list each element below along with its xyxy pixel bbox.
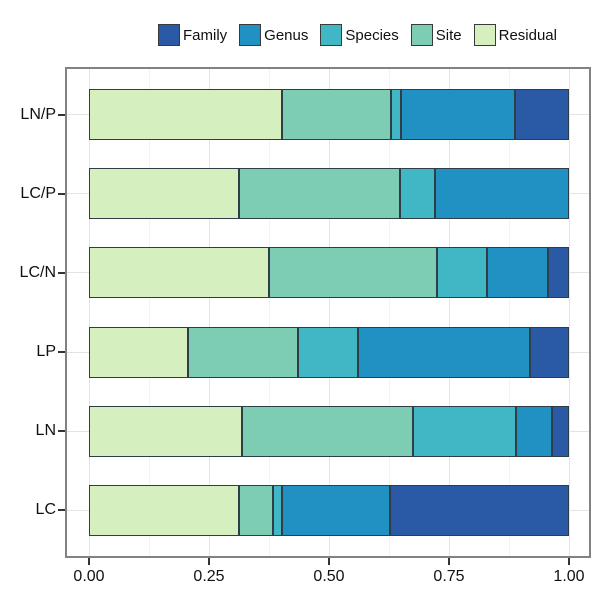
bar-segment-family — [548, 247, 569, 299]
gridline-minor — [148, 67, 150, 558]
bar-segment-site — [239, 168, 401, 220]
gridline-major — [448, 67, 450, 558]
legend-swatch-genus-icon — [239, 24, 262, 46]
y-axis-tick — [58, 430, 65, 433]
y-axis-label: LN — [35, 422, 56, 440]
bar-segment-species — [412, 405, 517, 457]
y-axis-tick — [58, 509, 65, 512]
y-axis-label: LN/P — [20, 105, 56, 123]
bar-segment-residual — [89, 484, 240, 536]
gridline-major — [568, 67, 570, 558]
legend: Family Genus Species Site Residual — [158, 22, 557, 48]
gridline-minor — [268, 67, 270, 558]
legend-swatch-species-icon — [320, 24, 343, 46]
legend-item-genus: Genus — [239, 24, 308, 46]
y-axis-tick — [58, 271, 65, 274]
y-axis-label: LC — [35, 501, 56, 519]
plot-panel — [65, 67, 591, 558]
x-axis-label: 0.75 — [433, 568, 465, 585]
legend-item-site: Site — [410, 24, 462, 46]
y-axis-tick — [58, 192, 65, 195]
bar-segment-site — [282, 89, 391, 141]
bar-segment-residual — [89, 168, 240, 220]
bar-segment-family — [551, 405, 569, 457]
y-axis-label: LP — [36, 343, 56, 361]
x-axis-label: 1.00 — [553, 568, 585, 585]
x-axis-tick — [208, 558, 210, 565]
legend-swatch-site-icon — [410, 24, 433, 46]
bar-segment-genus — [401, 89, 515, 141]
bar-segment-genus — [434, 168, 569, 220]
bar-segment-residual — [89, 326, 189, 378]
bar-segment-family — [530, 326, 569, 378]
x-axis-tick — [328, 558, 330, 565]
legend-swatch-family-icon — [158, 24, 180, 46]
bar-segment-residual — [89, 247, 269, 299]
legend-label: Site — [435, 26, 462, 44]
y-axis-label: LC/N — [19, 263, 56, 281]
x-axis-label: 0.50 — [313, 568, 345, 585]
y-axis-tick — [58, 351, 65, 354]
bar-segment-genus — [486, 247, 549, 299]
y-axis-tick — [58, 113, 65, 116]
bar-segment-site — [242, 405, 413, 457]
legend-label: Genus — [264, 26, 309, 44]
bar-segment-family — [514, 89, 569, 141]
bar-segment-species — [436, 247, 487, 299]
bar-segment-species — [297, 326, 358, 378]
legend-item-family: Family — [158, 24, 227, 46]
gridline-major — [208, 67, 210, 558]
bar-segment-site — [188, 326, 298, 378]
legend-label: Residual — [498, 26, 557, 44]
bar-segment-genus — [516, 405, 552, 457]
y-axis-label: LC/P — [20, 184, 56, 202]
legend-item-species: Species — [320, 24, 399, 46]
bar-segment-species — [400, 168, 435, 220]
gridline-major — [88, 67, 90, 558]
x-axis-tick — [448, 558, 450, 565]
bar-segment-residual — [89, 405, 243, 457]
bar-segment-genus — [282, 484, 390, 536]
gridline-minor — [388, 67, 390, 558]
bar-segment-genus — [357, 326, 531, 378]
gridline-major — [328, 67, 330, 558]
x-axis-tick — [568, 558, 570, 565]
x-axis-label: 0.25 — [193, 568, 225, 585]
legend-label: Family — [183, 26, 228, 44]
x-axis-tick — [88, 558, 90, 565]
legend-item-residual: Residual — [473, 24, 557, 46]
bar-segment-species — [273, 484, 283, 536]
bar-segment-family — [389, 484, 569, 536]
legend-swatch-residual-icon — [473, 24, 496, 46]
legend-label: Species — [345, 26, 399, 44]
bar-segment-site — [268, 247, 437, 299]
bar-segment-residual — [89, 89, 283, 141]
bar-segment-species — [390, 89, 402, 141]
bar-segment-site — [239, 484, 274, 536]
x-axis-label: 0.00 — [73, 568, 105, 585]
gridline-minor — [508, 67, 510, 558]
